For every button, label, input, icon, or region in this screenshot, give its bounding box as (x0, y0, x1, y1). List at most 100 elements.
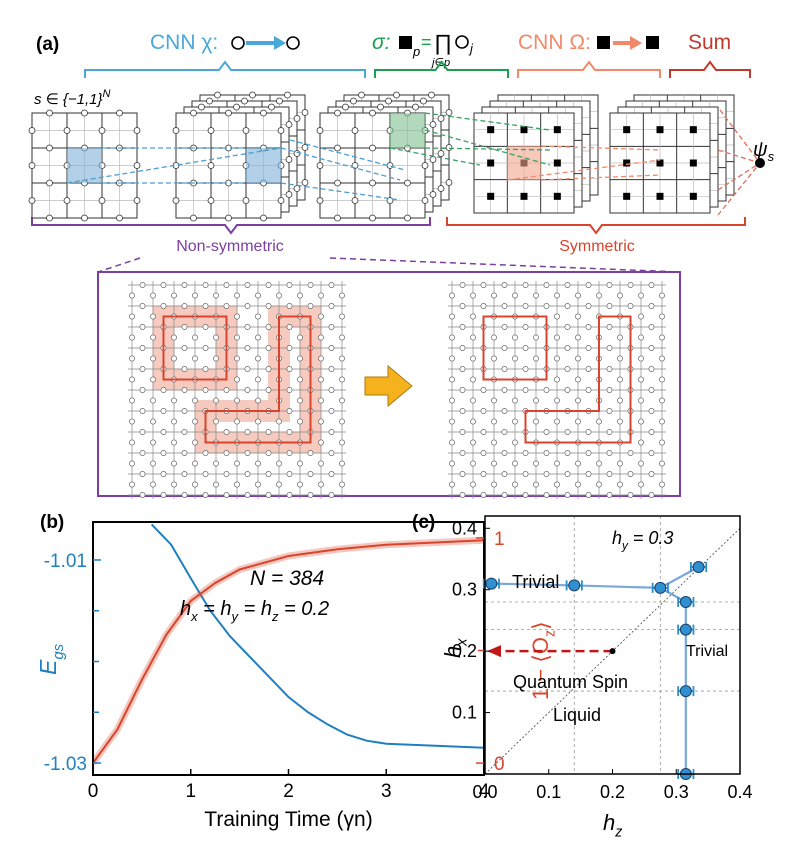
spin-site (139, 387, 146, 393)
x-tick-label: 0 (88, 781, 99, 802)
spin-site (648, 282, 655, 288)
spin-site (285, 191, 293, 198)
spin-site (139, 450, 146, 456)
spin-site (265, 492, 272, 498)
y-tick-label: 0.3 (452, 580, 477, 600)
spin-site (522, 324, 529, 330)
spin-site (543, 282, 550, 288)
spin-site (202, 492, 209, 498)
spin-site (575, 418, 581, 425)
spin-site (207, 162, 215, 169)
spin-site (659, 439, 665, 446)
spin-site (328, 387, 335, 393)
spin-site (181, 492, 188, 498)
spin-site (265, 324, 272, 330)
spin-site (554, 376, 560, 383)
marker-point (609, 648, 616, 655)
spin-site (585, 471, 592, 477)
spin-site (129, 481, 135, 488)
input-sup: N (103, 88, 111, 100)
y2-tick-label: 1 (494, 529, 505, 550)
spin-site (244, 282, 251, 288)
spin-site (445, 144, 453, 151)
spin-site (150, 334, 156, 341)
spin-site (318, 418, 324, 425)
spin-site (648, 492, 655, 498)
plaquette-site (689, 159, 697, 167)
x-tick-label: 0.3 (664, 782, 689, 802)
spin-site (596, 460, 602, 467)
point (485, 577, 498, 590)
x-axis-label: Training Time (γn) (204, 808, 372, 831)
spin-site (659, 376, 665, 383)
kernel (507, 146, 541, 180)
output-label: ψs (753, 139, 775, 164)
spin-site (328, 303, 335, 309)
spin-site (533, 397, 539, 404)
spin-site (659, 418, 665, 425)
spin-site (307, 450, 314, 456)
spin-site (393, 91, 400, 99)
spin-site (585, 303, 592, 309)
text-part: z (271, 609, 279, 624)
spin-site (150, 439, 156, 446)
x-tick-label: 2 (283, 781, 294, 802)
spin-site (276, 460, 282, 467)
spin-site (171, 355, 177, 362)
text-part: ⟩ (528, 621, 553, 630)
header-sum: Sum (688, 31, 731, 54)
spin-site (181, 450, 188, 456)
spin-site (202, 324, 209, 330)
spin-site (244, 492, 251, 498)
spin-site (244, 450, 251, 456)
spin-site (202, 450, 209, 456)
spin-site (449, 439, 455, 446)
spin-site (648, 303, 655, 309)
spin-site (404, 214, 411, 222)
spin-site (190, 214, 197, 222)
spin-site (617, 376, 623, 383)
spin-site (46, 214, 53, 222)
spin-site (596, 292, 602, 299)
panel-label: (a) (36, 34, 59, 55)
plaquette-site (553, 159, 561, 167)
loop (482, 315, 548, 381)
spin-site (480, 492, 487, 498)
spin-site (213, 355, 219, 362)
spin-site (369, 214, 376, 222)
icon-circle (286, 36, 300, 50)
kernel (246, 148, 281, 183)
connection (289, 139, 406, 171)
spin-site (659, 313, 665, 320)
spin-site (522, 471, 529, 477)
spin-site (116, 214, 123, 222)
spin-site (334, 214, 341, 222)
spin-site (293, 115, 301, 122)
spin-site (501, 408, 508, 414)
spin-site (459, 471, 466, 477)
spin-site (543, 471, 550, 477)
spin-site (192, 418, 198, 425)
spin-site (301, 109, 309, 116)
spin-site (421, 197, 429, 204)
spin-site (297, 334, 303, 341)
group-label: Non-symmetric (176, 238, 284, 255)
spin-site (234, 460, 240, 467)
spin-site (328, 471, 335, 477)
spin-site (491, 292, 497, 299)
point (568, 579, 581, 592)
spin-site (301, 144, 309, 151)
spin-site (606, 345, 613, 351)
spin-site (543, 450, 550, 456)
spin-site (234, 334, 240, 341)
x-axis-label: hz (603, 810, 622, 841)
spin-site (617, 292, 623, 299)
spin-site (459, 345, 466, 351)
spin-site (316, 197, 324, 204)
spin-site (470, 313, 476, 320)
spin-site (564, 471, 571, 477)
spin-site (172, 127, 180, 134)
spin-site (202, 366, 209, 372)
y2-axis-label: 1 − ⟨Oz⟩ (528, 621, 559, 700)
spin-site (318, 292, 324, 299)
